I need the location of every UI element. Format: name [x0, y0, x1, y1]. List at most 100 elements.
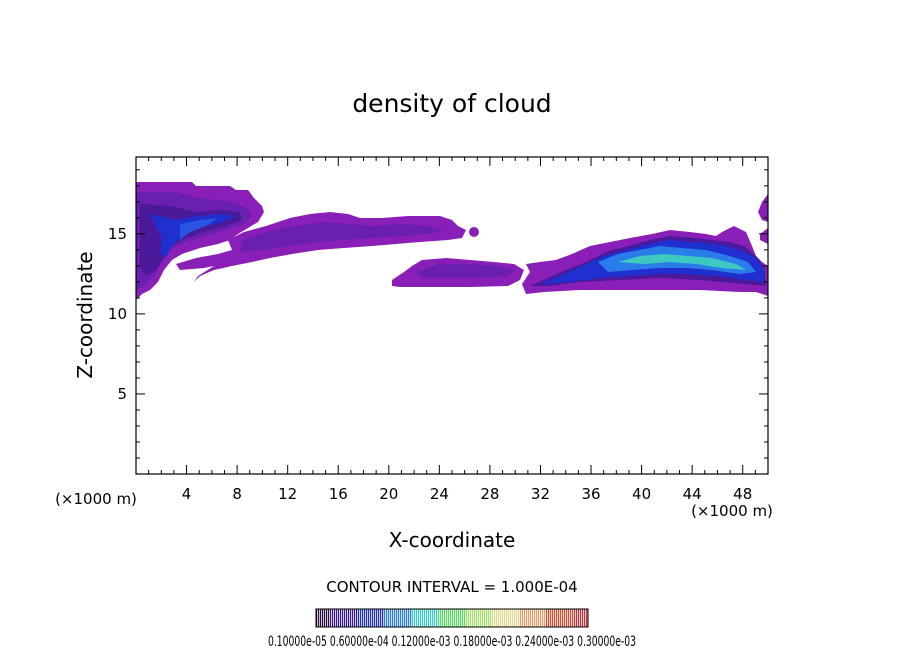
- colorbar-swatch: [372, 609, 374, 627]
- cloud-regions: [136, 182, 768, 300]
- colorbar-swatch: [390, 609, 392, 627]
- colorbar-swatch: [412, 609, 414, 627]
- colorbar-swatch: [452, 609, 454, 627]
- colorbar-swatch: [420, 609, 422, 627]
- colorbar-swatch: [410, 609, 412, 627]
- x-unit-label: (×1000 m): [691, 502, 773, 520]
- colorbar-swatch: [326, 609, 328, 627]
- colorbar-swatch: [338, 609, 340, 627]
- colorbar-swatch: [342, 609, 344, 627]
- colorbar-swatch: [568, 609, 570, 627]
- colorbar: [315, 608, 589, 628]
- cloud-region-right-edge-lower: [760, 228, 768, 244]
- colorbar-swatch: [394, 609, 396, 627]
- colorbar-swatch: [510, 609, 512, 627]
- colorbar-swatch: [576, 609, 578, 627]
- colorbar-swatch: [528, 609, 530, 627]
- colorbar-swatch: [346, 609, 348, 627]
- colorbar-swatch: [582, 609, 584, 627]
- colorbar-swatch: [526, 609, 528, 627]
- colorbar-swatch: [392, 609, 394, 627]
- colorbar-swatch: [550, 609, 552, 627]
- x-tick-label: 44: [683, 485, 702, 503]
- colorbar-swatch: [536, 609, 538, 627]
- colorbar-swatch: [552, 609, 554, 627]
- y-axis: 5 10 15: [108, 169, 768, 459]
- contour-interval-label: CONTOUR INTERVAL = 1.000E-04: [326, 578, 577, 596]
- colorbar-swatch: [570, 609, 572, 627]
- colorbar-swatch: [398, 609, 400, 627]
- colorbar-swatch: [340, 609, 342, 627]
- colorbar-swatch: [476, 609, 478, 627]
- colorbar-swatch: [428, 609, 430, 627]
- colorbar-swatch: [430, 609, 432, 627]
- colorbar-swatch: [498, 609, 500, 627]
- colorbar-swatch: [566, 609, 568, 627]
- colorbar-swatch: [546, 609, 548, 627]
- cloud-core-central: [416, 264, 514, 278]
- colorbar-swatch: [538, 609, 540, 627]
- colorbar-swatch: [486, 609, 488, 627]
- x-tick-label: 12: [278, 485, 297, 503]
- cloud-core-upper-left-blue: [150, 214, 236, 258]
- colorbar-swatch: [460, 609, 462, 627]
- colorbar-swatch: [418, 609, 420, 627]
- colorbar-swatch: [506, 609, 508, 627]
- cloud-core-right-cyan: [618, 254, 746, 270]
- colorbar-swatch: [500, 609, 502, 627]
- colorbar-swatch: [548, 609, 550, 627]
- colorbar-swatch: [332, 609, 334, 627]
- colorbar-swatch: [320, 609, 322, 627]
- colorbar-swatch: [466, 609, 468, 627]
- colorbar-swatch: [440, 609, 442, 627]
- colorbar-swatch: [574, 609, 576, 627]
- colorbar-swatch: [492, 609, 494, 627]
- colorbar-swatch: [534, 609, 536, 627]
- colorbar-frame: [315, 608, 589, 628]
- colorbar-swatch: [426, 609, 428, 627]
- x-axis: 4 8 12 16 20 24 28 32 36 40 44 48: [148, 157, 756, 503]
- colorbar-swatch: [436, 609, 438, 627]
- colorbar-swatch: [540, 609, 542, 627]
- colorbar-swatch: [474, 609, 476, 627]
- x-tick-label: 4: [182, 485, 192, 503]
- colorbar-swatch: [336, 609, 338, 627]
- colorbar-swatch: [356, 609, 358, 627]
- colorbar-swatch: [488, 609, 490, 627]
- colorbar-swatch: [514, 609, 516, 627]
- x-tick-label: 40: [632, 485, 651, 503]
- colorbar-swatch: [404, 609, 406, 627]
- colorbar-swatch: [322, 609, 324, 627]
- colorbar-swatch: [444, 609, 446, 627]
- cloud-region-right-edge: [758, 194, 768, 222]
- colorbar-swatch: [408, 609, 410, 627]
- x-tick-label: 16: [329, 485, 348, 503]
- colorbar-swatch: [354, 609, 356, 627]
- colorbar-swatch: [478, 609, 480, 627]
- colorbar-swatch: [530, 609, 532, 627]
- colorbar-swatch: [370, 609, 372, 627]
- colorbar-swatch: [368, 609, 370, 627]
- colorbar-swatch: [578, 609, 580, 627]
- colorbar-swatch: [376, 609, 378, 627]
- colorbar-swatch: [586, 609, 588, 627]
- colorbar-swatch: [378, 609, 380, 627]
- colorbar-swatch: [366, 609, 368, 627]
- colorbar-swatch: [358, 609, 360, 627]
- colorbar-swatch: [522, 609, 524, 627]
- x-tick-label: 48: [733, 485, 752, 503]
- colorbar-swatch: [508, 609, 510, 627]
- colorbar-swatch: [458, 609, 460, 627]
- colorbar-swatch: [504, 609, 506, 627]
- x-tick-label: 32: [531, 485, 550, 503]
- colorbar-swatch: [406, 609, 408, 627]
- x-tick-label: 20: [379, 485, 398, 503]
- colorbar-swatch: [350, 609, 352, 627]
- y-axis-title: Z-coordinate: [73, 251, 97, 378]
- colorbar-swatch: [544, 609, 546, 627]
- colorbar-swatch: [524, 609, 526, 627]
- colorbar-swatch: [424, 609, 426, 627]
- colorbar-swatch: [384, 609, 386, 627]
- y-tick-label: 5: [117, 385, 127, 403]
- colorbar-swatch: [364, 609, 366, 627]
